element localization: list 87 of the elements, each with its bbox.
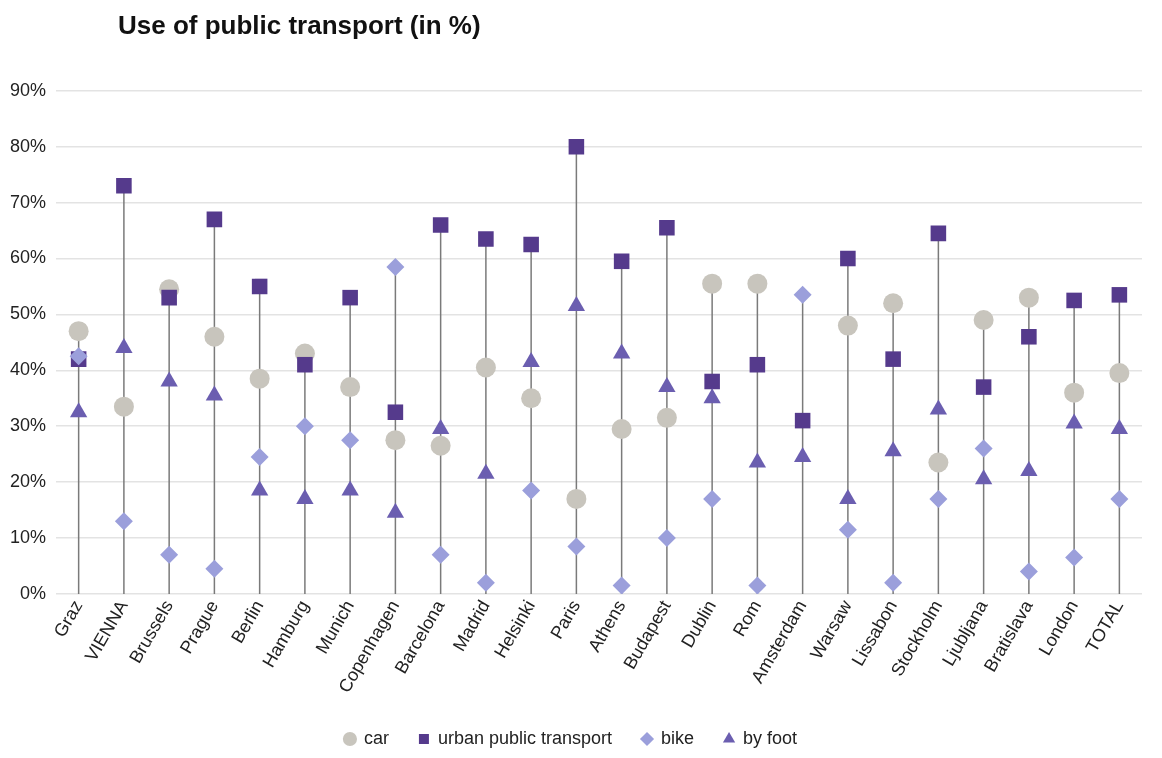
point — [1109, 363, 1130, 384]
point — [1111, 287, 1128, 303]
legend-label: urban public transport — [437, 727, 613, 748]
point — [930, 225, 947, 242]
point — [68, 321, 89, 342]
point — [973, 310, 994, 330]
point — [613, 253, 630, 270]
point — [385, 430, 406, 451]
point — [656, 407, 677, 428]
y-tick-label: 90% — [10, 79, 47, 100]
point — [522, 481, 541, 500]
point — [340, 377, 361, 398]
point — [431, 419, 450, 435]
point — [1110, 489, 1129, 508]
point — [478, 231, 494, 247]
y-tick-label: 70% — [10, 191, 47, 212]
point — [430, 435, 451, 456]
point — [116, 178, 132, 194]
point — [611, 419, 632, 440]
point — [702, 273, 723, 294]
point — [476, 573, 495, 592]
point — [837, 315, 858, 336]
point — [206, 211, 223, 228]
point — [703, 489, 722, 508]
y-tick-label: 0% — [20, 582, 47, 603]
point — [387, 404, 404, 421]
y-tick-label: 10% — [10, 526, 47, 547]
point — [1019, 562, 1038, 581]
point — [205, 559, 224, 578]
point — [840, 250, 856, 267]
point — [251, 278, 268, 295]
point — [794, 412, 811, 429]
point — [1065, 548, 1084, 567]
point — [657, 529, 676, 548]
point — [432, 217, 449, 233]
point — [612, 576, 631, 594]
point — [747, 273, 768, 294]
point — [341, 431, 360, 450]
point — [249, 368, 270, 389]
point — [1064, 382, 1085, 403]
y-tick-label: 60% — [10, 247, 47, 268]
point — [974, 439, 993, 458]
point — [928, 452, 949, 473]
point — [1021, 328, 1037, 345]
point — [161, 289, 177, 306]
point — [883, 293, 904, 314]
point — [295, 417, 314, 436]
point — [113, 396, 134, 417]
point — [521, 388, 542, 409]
point — [975, 379, 992, 395]
point — [114, 512, 133, 531]
point — [704, 373, 720, 390]
legend-label: car — [363, 727, 389, 748]
point — [1066, 292, 1082, 309]
point — [204, 326, 225, 347]
point — [297, 356, 313, 373]
point — [1018, 287, 1039, 308]
point — [884, 573, 903, 592]
legend-label: by foot — [743, 727, 798, 748]
point — [838, 520, 857, 539]
legend-label: bike — [661, 727, 695, 748]
point — [431, 545, 450, 564]
chart-title: Use of public transport (in %) — [118, 10, 481, 41]
point — [475, 357, 496, 378]
point — [748, 576, 767, 594]
point — [342, 289, 358, 306]
point — [885, 351, 901, 367]
y-tick-label: 80% — [10, 135, 47, 156]
point — [568, 138, 585, 155]
y-tick-label: 20% — [10, 471, 47, 492]
point — [567, 537, 586, 556]
point — [160, 545, 179, 564]
point — [386, 257, 405, 276]
point — [567, 296, 586, 312]
y-tick-label: 50% — [10, 303, 47, 324]
point — [929, 489, 948, 508]
point — [749, 356, 766, 373]
y-tick-label: 30% — [10, 415, 47, 436]
point — [250, 447, 269, 466]
point — [659, 219, 675, 236]
point — [1110, 419, 1129, 435]
point — [69, 347, 88, 366]
point — [793, 285, 812, 304]
point — [566, 488, 587, 509]
point — [658, 377, 676, 393]
y-tick-label: 40% — [10, 359, 47, 380]
point — [523, 236, 539, 253]
